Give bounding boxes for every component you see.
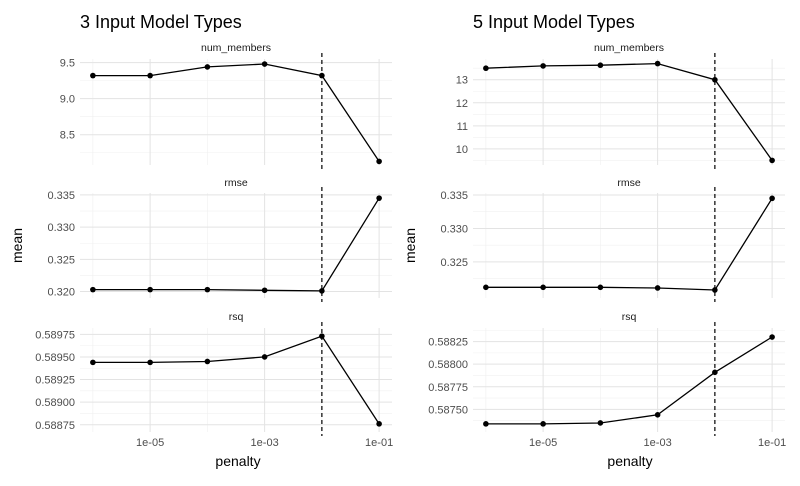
facet-label: rsq	[229, 311, 244, 323]
y-tick-label: 0.325	[47, 254, 75, 266]
x-tick-label: 1e-05	[136, 437, 164, 449]
data-point	[204, 286, 211, 293]
y-tick-label: 0.58875	[35, 420, 75, 432]
data-point	[261, 61, 268, 67]
y-tick-label: 0.330	[47, 222, 75, 234]
chart-title-2: 5 Input Model Types	[473, 12, 635, 32]
y-tick-label: 11	[457, 121, 468, 133]
data-point	[769, 334, 775, 340]
x-axis-label: penalty	[215, 453, 260, 469]
data-point	[712, 287, 718, 293]
y-tick-label: 9.5	[60, 58, 75, 70]
y-tick-label: 12	[456, 98, 468, 110]
y-tick-label: 0.58825	[428, 337, 468, 349]
y-tick-label: 13	[456, 75, 468, 87]
data-point	[712, 369, 718, 376]
y-tick-label: 0.58975	[35, 329, 75, 341]
data-point	[597, 284, 604, 291]
facet-label: rsq	[622, 311, 637, 323]
y-tick-label: 8.5	[60, 130, 75, 142]
series-line	[92, 63, 380, 162]
data-point	[147, 286, 153, 293]
data-point	[540, 421, 546, 427]
data-point	[319, 333, 325, 339]
data-point	[90, 72, 96, 79]
facet-label: num_members	[201, 42, 271, 54]
data-point	[540, 284, 546, 291]
facet-label: rmse	[224, 177, 247, 189]
data-point	[654, 285, 661, 291]
facet-label: rmse	[617, 177, 640, 189]
series-line	[485, 62, 773, 161]
chart-title-1: 3 Input Model Types	[80, 12, 242, 32]
data-point	[147, 359, 153, 366]
y-tick-label: 0.58925	[35, 375, 75, 387]
y-tick-label: 0.58900	[35, 397, 75, 409]
y-axis-label: mean	[9, 228, 25, 263]
x-tick-label: 1e-01	[758, 437, 786, 449]
facet-label: num_members	[594, 42, 664, 54]
y-tick-label: 0.58800	[428, 359, 468, 371]
data-point	[376, 421, 382, 427]
y-axis-label: mean	[402, 228, 418, 263]
data-point	[204, 64, 211, 70]
data-point	[769, 157, 775, 164]
data-point	[90, 359, 96, 366]
data-point	[597, 62, 604, 69]
data-point	[540, 63, 546, 69]
series-line	[485, 336, 773, 425]
data-point	[597, 420, 604, 426]
data-point	[483, 65, 489, 72]
y-tick-label: 0.58750	[428, 404, 468, 416]
x-tick-label: 1e-01	[365, 437, 393, 449]
data-point	[483, 421, 489, 427]
data-point	[376, 195, 382, 201]
y-tick-label: 0.320	[47, 287, 75, 299]
data-point	[376, 158, 382, 165]
y-tick-label: 9.0	[60, 94, 75, 106]
y-tick-label: 0.335	[440, 190, 468, 202]
x-axis-label: penalty	[607, 453, 652, 469]
y-tick-label: 0.335	[47, 190, 75, 202]
data-point	[654, 60, 661, 67]
data-point	[654, 412, 661, 418]
data-point	[204, 358, 211, 365]
data-point	[769, 195, 775, 202]
data-point	[261, 287, 268, 294]
y-tick-label: 0.58775	[428, 382, 468, 394]
y-tick-label: 0.58950	[35, 352, 75, 364]
series-line	[92, 197, 380, 292]
data-point	[319, 288, 325, 294]
y-tick-label: 0.330	[440, 223, 468, 235]
x-tick-label: 1e-03	[644, 437, 672, 449]
data-point	[90, 286, 96, 293]
data-point	[319, 72, 325, 79]
series-line	[485, 198, 773, 291]
data-point	[147, 72, 153, 79]
series-line	[92, 335, 380, 425]
x-tick-label: 1e-03	[251, 437, 279, 449]
y-tick-label: 0.325	[440, 257, 468, 269]
data-point	[483, 284, 489, 291]
x-tick-label: 1e-05	[529, 437, 557, 449]
data-point	[712, 76, 718, 83]
y-tick-label: 10	[456, 144, 468, 156]
data-point	[261, 354, 268, 360]
